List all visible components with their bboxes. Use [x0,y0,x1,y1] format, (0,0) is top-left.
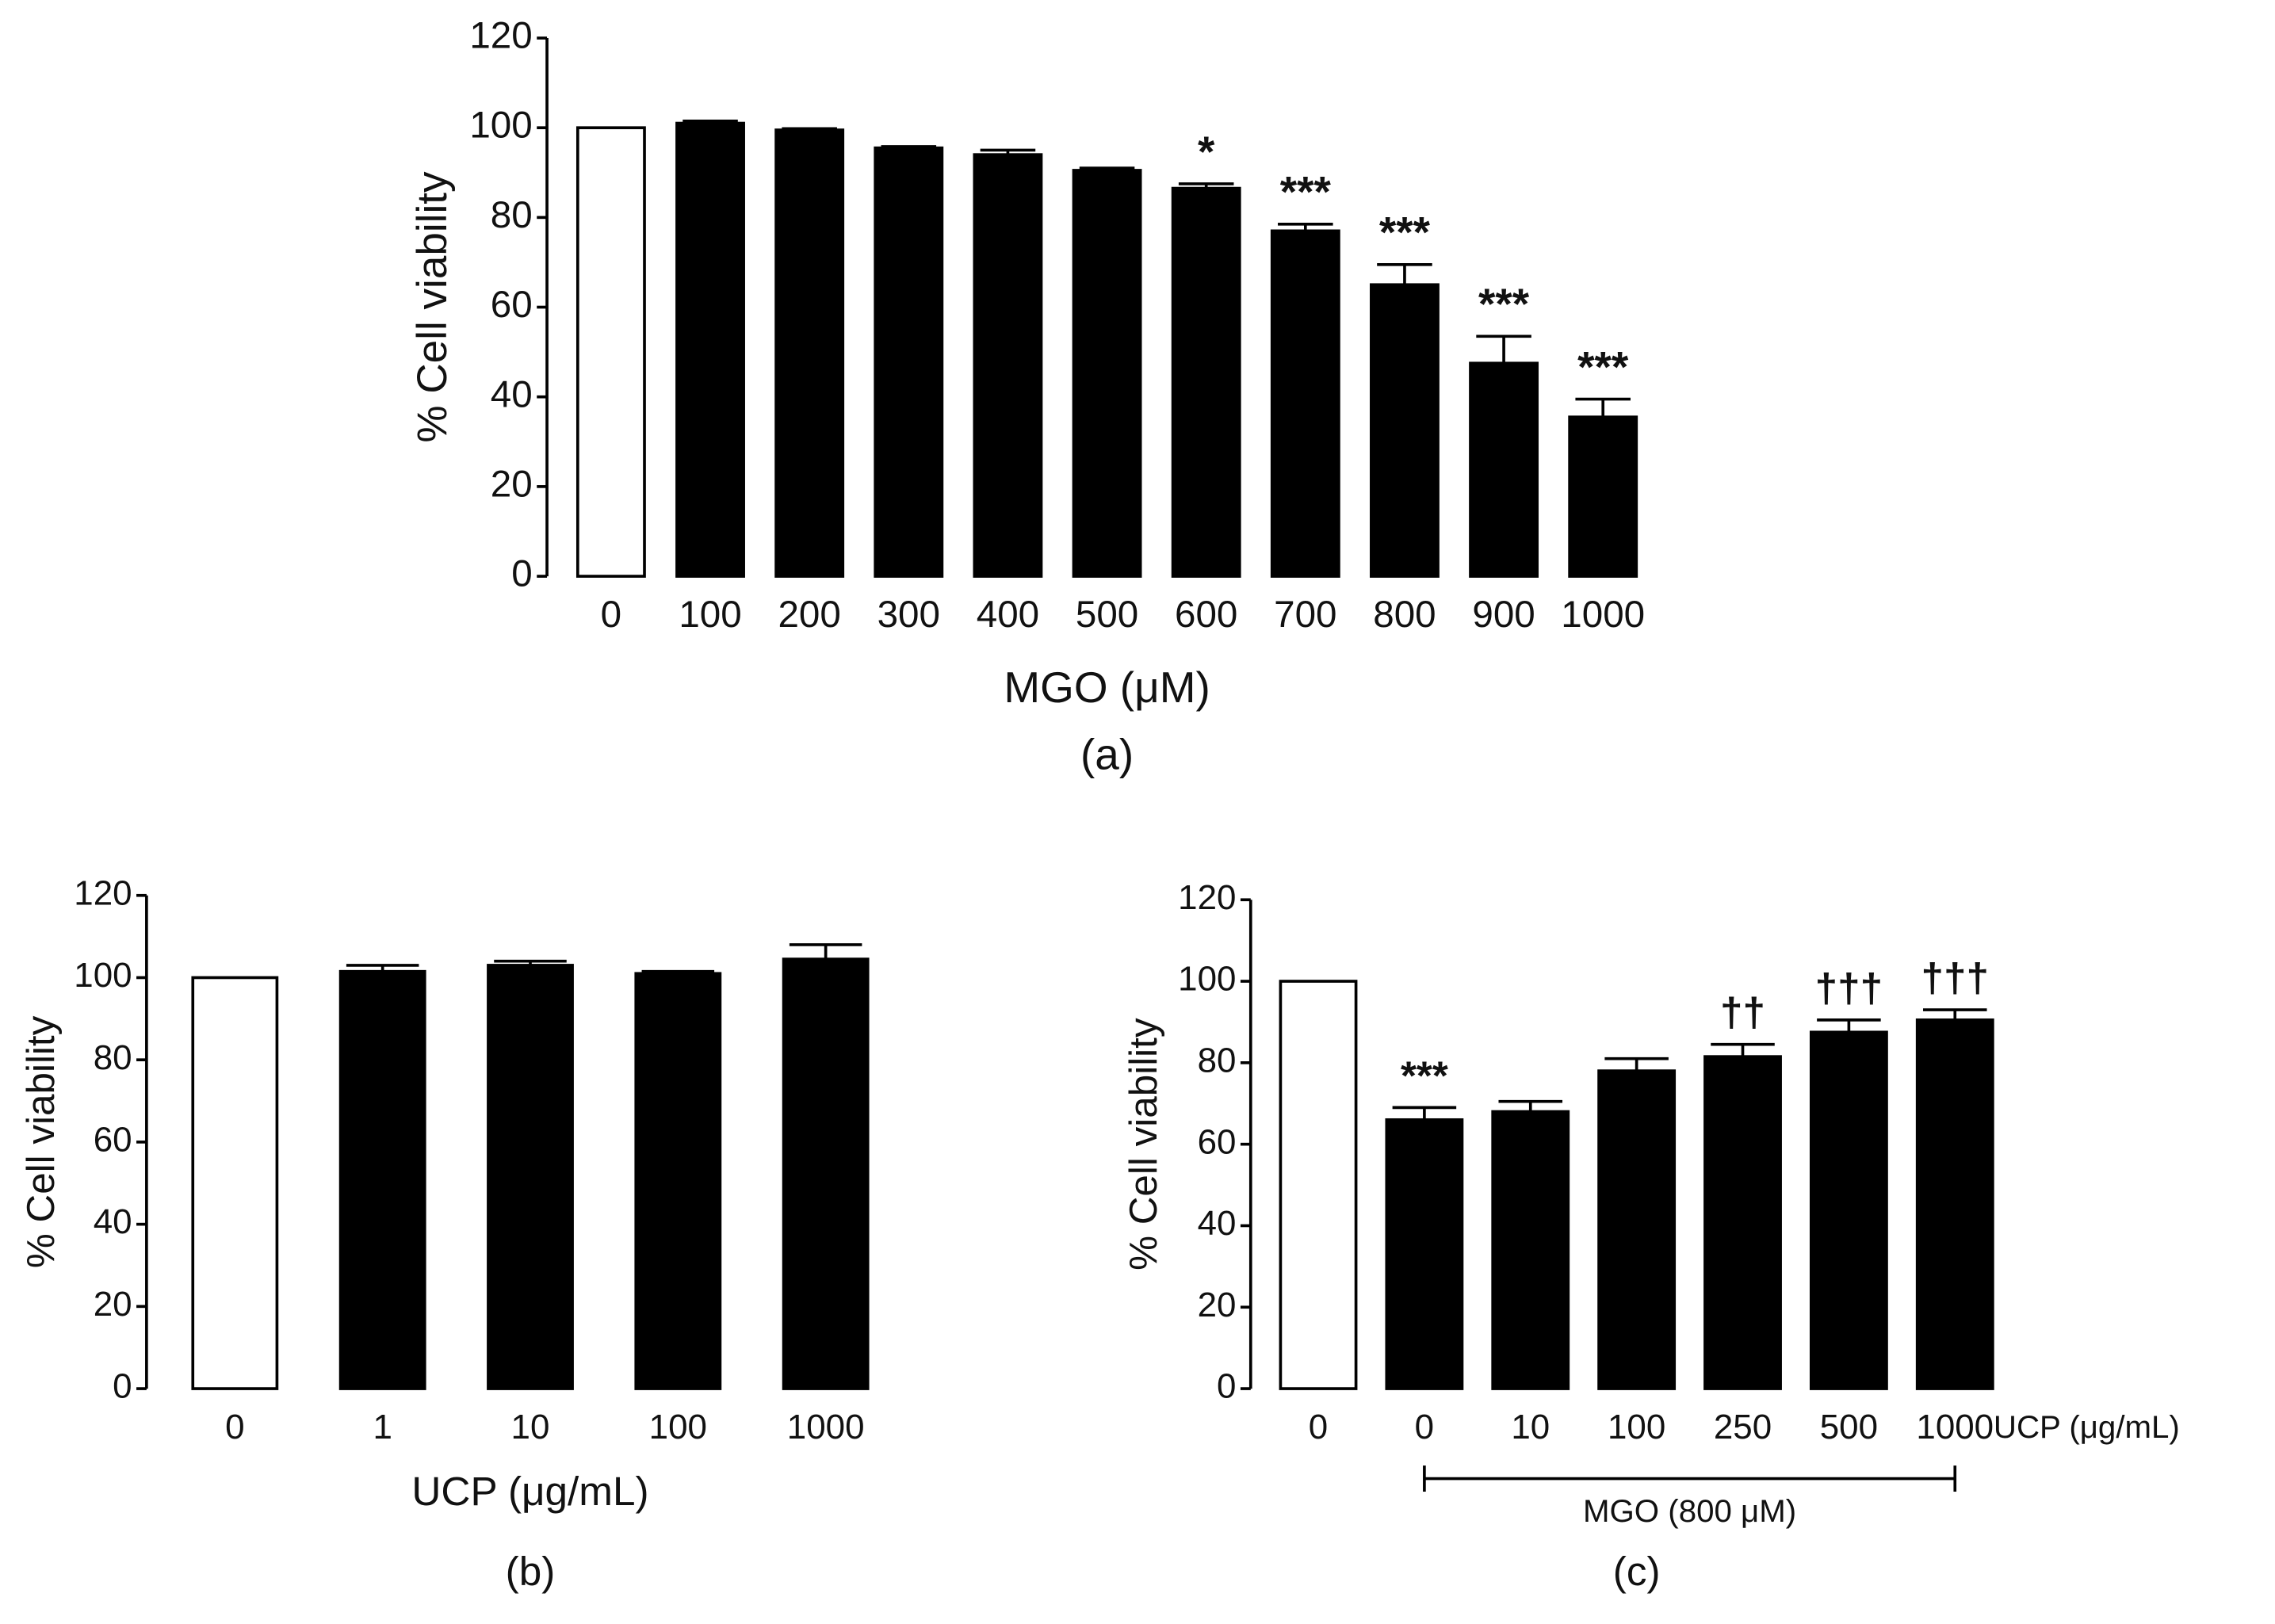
y-axis-label: % Cell viability [19,1015,63,1268]
significance-label: * [1198,127,1215,176]
bar [634,972,722,1390]
x-tick-label: 10 [1511,1408,1550,1446]
x-tick-label: 1000 [1916,1408,1994,1446]
bar [973,153,1043,578]
bar [1385,1118,1464,1390]
y-tick-label: 40 [94,1202,132,1241]
bar [874,146,944,578]
x-tick-label: 250 [1714,1408,1772,1446]
bar [575,126,646,578]
significance-label: *** [1577,342,1629,391]
significance-label: *** [1379,208,1431,257]
bar [1491,1110,1570,1390]
x-axis-label: UCP (μg/mL) [1994,1409,2180,1445]
y-tick-label: 20 [491,463,533,505]
x-tick-label: 0 [1415,1408,1434,1446]
significance-label: ††† [1921,955,1990,1000]
y-tick-label: 120 [74,873,132,912]
significance-label: ††† [1815,965,1883,1011]
bar [338,969,426,1390]
y-tick-label: 40 [1198,1204,1237,1243]
bar [1597,1069,1677,1390]
x-tick-label: 700 [1274,594,1336,636]
x-tick-label: 10 [511,1408,550,1446]
y-axis-label: % Cell viability [409,171,456,443]
y-tick-label: 60 [1198,1122,1237,1161]
x-tick-label: 1 [373,1408,392,1446]
bar [1568,415,1638,578]
bar [782,957,870,1390]
bar [1370,283,1440,578]
y-tick-label: 0 [511,553,532,595]
bar [1469,361,1539,578]
bar [1171,186,1241,578]
bar [675,121,745,578]
bar [487,964,574,1390]
y-tick-label: 80 [1198,1041,1237,1079]
x-tick-label: 300 [878,594,940,636]
x-tick-label: 800 [1373,594,1436,636]
significance-label: *** [1401,1053,1448,1098]
x-tick-label: 100 [1608,1408,1665,1446]
caption: (b) [506,1549,556,1594]
bar [191,976,279,1390]
x-tick-label: 500 [1076,594,1138,636]
x-tick-label: 900 [1472,594,1535,636]
y-tick-label: 100 [469,105,532,147]
caption: (a) [1080,729,1134,778]
group-label: MGO (800 μM) [1583,1493,1796,1529]
y-tick-label: 0 [113,1367,132,1406]
x-axis-label: UCP (μg/mL) [411,1469,648,1514]
bar [1915,1018,1994,1390]
x-tick-label: 400 [977,594,1039,636]
y-tick-label: 20 [1198,1286,1237,1324]
bar [1072,169,1142,578]
bar [1703,1055,1782,1390]
y-tick-label: 80 [94,1038,132,1077]
y-tick-label: 80 [491,194,533,236]
y-tick-label: 120 [1178,878,1236,917]
x-tick-label: 1000 [787,1408,865,1446]
bar [1809,1030,1888,1390]
y-tick-label: 100 [1178,960,1236,999]
y-tick-label: 120 [469,15,532,57]
x-tick-label: 500 [1820,1408,1878,1446]
y-tick-label: 20 [94,1285,132,1324]
x-tick-label: 100 [679,594,741,636]
significance-label: *** [1280,167,1332,216]
y-axis-label: % Cell viability [1122,1018,1165,1271]
y-tick-label: 100 [74,956,132,995]
x-tick-label: 0 [1309,1408,1328,1446]
significance-label: *** [1478,279,1530,328]
x-axis-label: MGO (μM) [1004,663,1210,712]
x-tick-label: 100 [649,1408,707,1446]
bar [1270,229,1340,578]
x-tick-label: 0 [225,1408,244,1446]
y-tick-label: 40 [491,373,533,415]
significance-label: †† [1720,990,1765,1035]
caption: (c) [1613,1549,1661,1594]
y-tick-label: 60 [491,284,533,326]
bar [1279,980,1358,1390]
x-tick-label: 1000 [1561,594,1645,636]
x-tick-label: 0 [601,594,621,636]
y-tick-label: 0 [1217,1367,1236,1406]
x-tick-label: 200 [778,594,840,636]
bar [774,128,845,578]
x-tick-label: 600 [1175,594,1237,636]
y-tick-label: 60 [94,1121,132,1160]
